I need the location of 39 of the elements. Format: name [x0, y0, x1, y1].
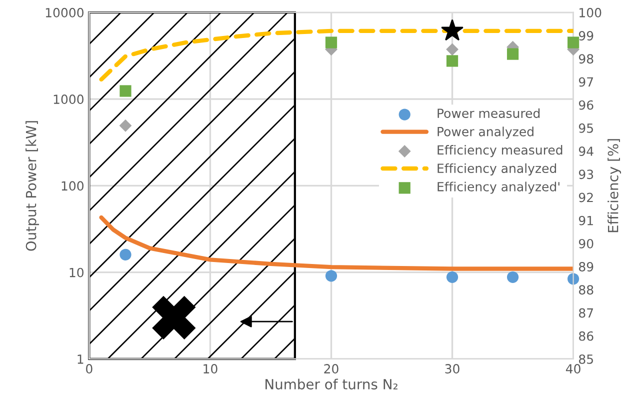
- x-tick-label: 20: [324, 364, 338, 374]
- y2-tick-label: 90: [578, 238, 594, 248]
- y2-tick-label: 94: [578, 146, 594, 156]
- y2-tick-label: 87: [579, 308, 593, 318]
- y-tick-label: 10: [70, 268, 84, 278]
- y2-tick-label: 92: [578, 192, 593, 202]
- y2-tick-label: 88: [579, 285, 594, 295]
- y2-tick-label: 89: [579, 262, 594, 272]
- y2-tick-label: 99: [578, 31, 594, 40]
- legend-label: Power measured: [438, 108, 540, 118]
- line-series: [99, 215, 574, 271]
- y2-tick-label: 98: [578, 54, 594, 64]
- legend-label: Power analyzed: [438, 126, 534, 139]
- y2-tick-label: 85: [579, 354, 593, 364]
- y2-axis-title: Efficiency [%]: [608, 139, 622, 232]
- y-tick-label: 10000: [46, 8, 84, 18]
- y-axis-title: Output Power [kW]: [26, 121, 39, 251]
- y2-tick-label: 95: [578, 123, 593, 133]
- y2-tick-label: 91: [578, 216, 593, 226]
- y2-tick-label: 96: [578, 100, 594, 110]
- x-tick-label: 10: [204, 364, 218, 374]
- legend-label: Efficiency analyzed': [438, 182, 560, 194]
- point: [506, 271, 519, 283]
- legend-label: Efficiency analyzed: [438, 163, 556, 176]
- y-tick-label: 100: [62, 181, 84, 191]
- y2-tick-label: 100: [580, 8, 602, 18]
- y2-tick-label: 86: [579, 331, 594, 341]
- y2-tick-label: 97: [578, 77, 593, 87]
- legend-label: Efficiency measured: [438, 145, 562, 158]
- x-axis-title: Number of turns N₂: [266, 378, 398, 390]
- y-tick-label: 1: [78, 354, 84, 364]
- y2-tick-label: 93: [578, 170, 594, 180]
- x-tick-label: 0: [86, 364, 92, 374]
- point: [120, 248, 132, 260]
- x-tick-label: 30: [445, 364, 460, 374]
- point: [325, 270, 338, 282]
- y-tick-label: 1000: [54, 94, 84, 104]
- point: [446, 271, 458, 283]
- x-tick-label: 40: [566, 364, 580, 374]
